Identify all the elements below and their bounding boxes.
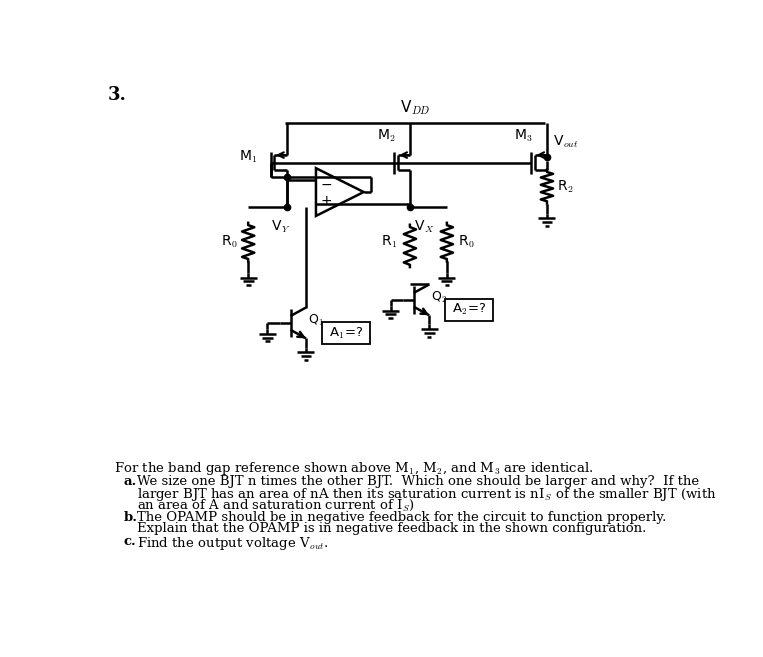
Text: V$_X$: V$_X$ xyxy=(414,218,434,235)
Text: Q$_1$: Q$_1$ xyxy=(308,313,324,328)
Text: 3.: 3. xyxy=(108,86,127,104)
Text: a.: a. xyxy=(124,474,137,487)
Text: The OPAMP should be in negative feedback for the circuit to function properly.: The OPAMP should be in negative feedback… xyxy=(137,510,667,524)
Text: V$_Y$: V$_Y$ xyxy=(271,218,291,235)
Text: For the band gap reference shown above M$_1$, M$_2$, and M$_3$ are identical.: For the band gap reference shown above M… xyxy=(114,460,594,477)
Text: Explain that the OPAMP is in negative feedback in the shown configuration.: Explain that the OPAMP is in negative fe… xyxy=(137,522,647,535)
Text: Find the output voltage V$_{out}$.: Find the output voltage V$_{out}$. xyxy=(137,535,329,553)
Text: an area of A and saturation current of I$_S$): an area of A and saturation current of I… xyxy=(137,498,415,513)
Text: R$_1$: R$_1$ xyxy=(382,234,398,250)
Text: b.: b. xyxy=(124,510,137,524)
Text: V$_{DD}$: V$_{DD}$ xyxy=(400,99,430,118)
Text: A$_2$=?: A$_2$=? xyxy=(452,302,486,317)
Text: Q$_2$: Q$_2$ xyxy=(431,290,448,305)
Text: $+$: $+$ xyxy=(320,194,332,208)
Text: M$_3$: M$_3$ xyxy=(513,127,533,143)
Text: $-$: $-$ xyxy=(320,176,332,191)
FancyBboxPatch shape xyxy=(446,299,493,321)
Text: R$_2$: R$_2$ xyxy=(557,179,574,195)
Text: A$_1$=?: A$_1$=? xyxy=(329,325,363,340)
FancyBboxPatch shape xyxy=(322,322,370,344)
Text: We size one BJT n times the other BJT.  Which one should be larger and why?  If : We size one BJT n times the other BJT. W… xyxy=(137,474,700,487)
Text: M$_2$: M$_2$ xyxy=(377,127,395,143)
Text: V$_{out}$: V$_{out}$ xyxy=(553,133,578,150)
Text: M$_1$: M$_1$ xyxy=(239,148,257,165)
Text: R$_0$: R$_0$ xyxy=(221,234,237,250)
Text: larger BJT has an area of nA then its saturation current is nI$_S$ of the smalle: larger BJT has an area of nA then its sa… xyxy=(137,486,717,503)
Text: R$_0$: R$_0$ xyxy=(458,234,475,250)
Text: c.: c. xyxy=(124,535,137,549)
